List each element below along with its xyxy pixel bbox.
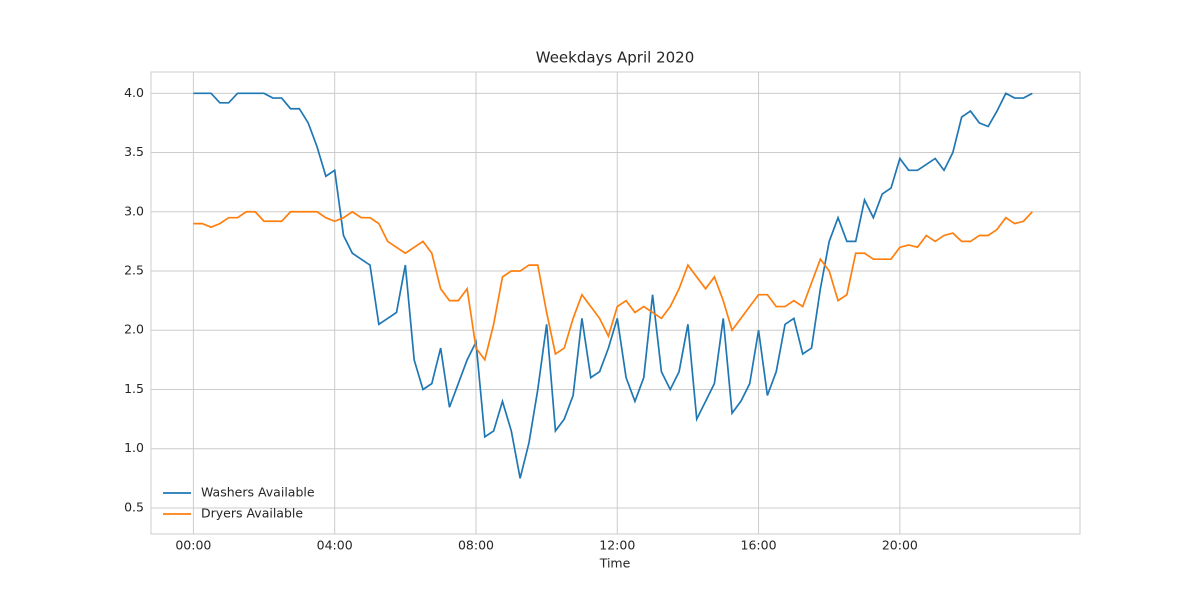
x-tick-label: 00:00 (175, 538, 211, 553)
legend-label: Dryers Available (201, 506, 303, 521)
y-tick-label: 0.5 (124, 499, 144, 514)
line-series (193, 210, 1033, 362)
x-tick-label: 12:00 (599, 538, 635, 553)
y-tick-label: 4.0 (124, 85, 144, 100)
x-tick-label: 04:00 (317, 538, 353, 553)
y-tick-label: 3.5 (124, 144, 144, 159)
x-axis-label: Time (599, 556, 631, 571)
y-tick-label: 1.0 (124, 440, 144, 455)
x-tick-label: 08:00 (458, 538, 494, 553)
plot-frame (150, 71, 1081, 535)
chart-title: Weekdays April 2020 (536, 49, 695, 67)
x-tick-label: 16:00 (741, 538, 777, 553)
legend-label: Washers Available (201, 485, 315, 500)
y-tick-label: 2.5 (124, 263, 144, 278)
y-tick-label: 2.0 (124, 322, 144, 337)
line-series (193, 92, 1033, 479)
y-tick-label: 3.0 (124, 203, 144, 218)
x-tick-label: 20:00 (882, 538, 918, 553)
y-tick-label: 1.5 (124, 381, 144, 396)
